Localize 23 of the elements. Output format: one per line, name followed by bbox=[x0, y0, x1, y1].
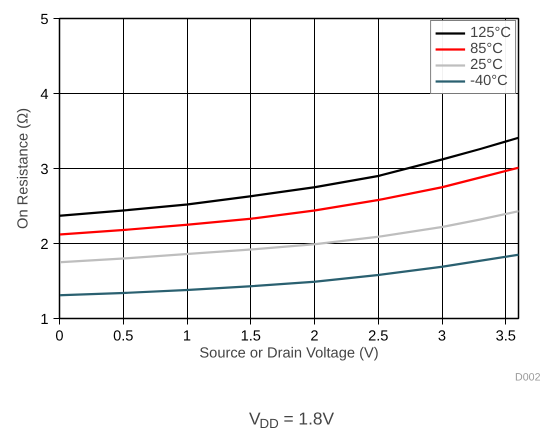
text: D002 bbox=[515, 372, 541, 384]
x-tick-label: 0.5 bbox=[113, 328, 134, 344]
legend-label: -40°C bbox=[470, 73, 508, 89]
x-tick-label: 1.5 bbox=[240, 328, 261, 344]
x-tick-label: 2 bbox=[310, 328, 319, 344]
x-axis-title: Source or Drain Voltage (V) bbox=[199, 346, 379, 362]
x-tick-label: 2.5 bbox=[368, 328, 388, 344]
y-tick-label: 3 bbox=[40, 162, 49, 178]
line-series bbox=[60, 166, 518, 236]
y-tick-label: 2 bbox=[40, 237, 49, 253]
line-series bbox=[60, 254, 518, 296]
y-axis-title: On Resistance (Ω) bbox=[15, 108, 32, 229]
legend-label: 85°C bbox=[470, 41, 503, 57]
y-tick-label: 1 bbox=[40, 312, 49, 328]
x-tick-label: 3.5 bbox=[496, 328, 516, 344]
y-tick-label: 4 bbox=[40, 87, 49, 103]
x-tick-label: 3 bbox=[438, 328, 446, 344]
x-tick-label: 1 bbox=[182, 328, 192, 344]
y-tick-label: 5 bbox=[40, 12, 49, 28]
legend-label: 125°C bbox=[470, 25, 511, 41]
x-tick-label: 0 bbox=[55, 328, 64, 344]
legend-label: 25°C bbox=[470, 57, 503, 73]
line-series bbox=[60, 210, 518, 264]
